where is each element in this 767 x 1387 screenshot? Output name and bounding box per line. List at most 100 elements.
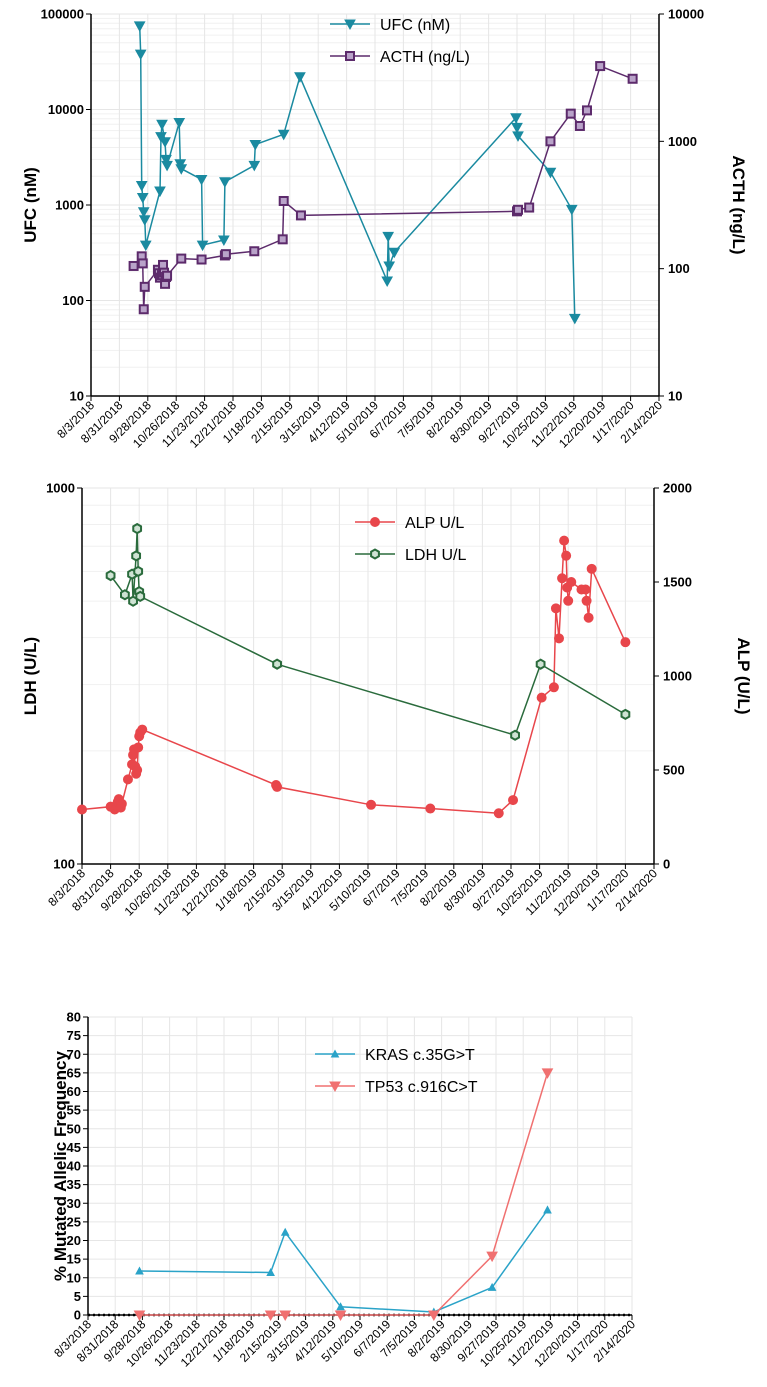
data-point (493, 808, 504, 819)
data-point (135, 590, 146, 603)
legend-label: ACTH (ng/L) (380, 49, 470, 66)
data-point (586, 563, 597, 574)
y-tick-label: 50 (67, 1121, 81, 1136)
series-middle-1 (105, 522, 631, 741)
data-point (294, 72, 306, 83)
legend-entry: UFC (nM) (330, 17, 450, 34)
legend-entry: ALP U/L (355, 515, 464, 532)
data-point (557, 573, 568, 584)
y-axis-title: LDH (U/L) (21, 637, 40, 715)
data-point (138, 304, 149, 315)
y2-axis-title: ACTH (ng/L) (729, 155, 748, 254)
series-middle-0 (77, 535, 631, 819)
legend-label: ALP U/L (405, 515, 464, 532)
data-point (559, 535, 570, 546)
y-tick-label: 10000 (48, 102, 84, 117)
y2-tick-label: 10000 (668, 7, 704, 22)
data-point (580, 584, 591, 595)
series-line (139, 1072, 549, 1316)
legend-marker (344, 19, 356, 31)
data-point (513, 204, 524, 215)
series-line (138, 25, 576, 319)
data-point (561, 550, 572, 561)
data-point (160, 154, 172, 166)
data-point (159, 137, 171, 148)
data-point (382, 231, 395, 243)
y-tick-label: 60 (67, 1084, 81, 1099)
y-tick-label: 10 (67, 1270, 81, 1285)
data-point (139, 240, 152, 252)
y-tick-label: 0 (74, 1308, 81, 1323)
data-point (583, 612, 594, 623)
y-tick-label: 25 (67, 1214, 81, 1229)
data-point (120, 589, 130, 601)
y-tick-label: 80 (67, 1010, 81, 1025)
data-point (132, 765, 143, 775)
y2-tick-label: 1000 (668, 134, 697, 149)
y-tick-label: 45 (67, 1140, 81, 1155)
data-point (128, 260, 139, 271)
y-tick-label: 1000 (55, 198, 84, 213)
data-point (248, 160, 261, 172)
data-point (510, 729, 520, 741)
y-tick-label: 100 (62, 293, 84, 308)
series-bottom-1 (133, 1068, 554, 1322)
data-point (138, 215, 151, 226)
y-tick-label: 10 (70, 389, 84, 404)
y-tick-label: 70 (67, 1047, 81, 1062)
data-point (620, 708, 631, 721)
series-top-0 (133, 21, 581, 325)
legend-label: UFC (nM) (380, 17, 450, 34)
y2-tick-label: 100 (668, 261, 690, 276)
legend-entry: KRAS c.35G>T (315, 1047, 475, 1064)
legend-marker (345, 51, 355, 61)
data-point (161, 160, 173, 172)
y-tick-label: 100000 (41, 7, 84, 22)
data-point (131, 550, 142, 562)
y-axis-title: % Mutated Allelic Frequency (51, 1051, 70, 1281)
data-point (218, 235, 230, 247)
y2-tick-label: 1500 (663, 575, 692, 590)
y-tick-label: 30 (67, 1196, 81, 1211)
data-point (173, 118, 186, 129)
legend-entry: TP53 c.916C>T (315, 1079, 478, 1096)
data-point (627, 73, 638, 84)
data-point (487, 1282, 497, 1291)
y-tick-label: 75 (67, 1028, 81, 1043)
data-point (334, 1310, 347, 1322)
data-point (563, 595, 574, 606)
gridlines (90, 13, 660, 397)
data-point (135, 1266, 144, 1275)
data-point (581, 595, 592, 606)
data-point (381, 276, 394, 288)
legend-label: TP53 c.916C>T (365, 1079, 478, 1096)
data-point (620, 637, 631, 648)
data-point (249, 246, 260, 257)
chart-panel-bottom: 8/3/20188/31/20189/28/201810/26/201811/2… (51, 1010, 638, 1370)
data-point (196, 240, 209, 252)
data-point (220, 249, 231, 260)
legend-label: KRAS c.35G>T (365, 1047, 475, 1064)
legend-entry: LDH U/L (355, 547, 466, 564)
data-point (278, 195, 289, 206)
data-point (139, 281, 150, 292)
data-point (486, 1251, 498, 1263)
y-tick-label: 65 (67, 1065, 81, 1080)
data-point (545, 136, 556, 147)
data-point (77, 804, 87, 815)
data-point (508, 795, 519, 806)
y-tick-label: 20 (67, 1233, 81, 1248)
data-point (134, 49, 147, 61)
data-point (219, 177, 231, 188)
legend-entry: ACTH (ng/L) (330, 49, 470, 66)
series-line (81, 540, 627, 814)
data-point (427, 1310, 440, 1322)
series-top-1 (128, 61, 638, 315)
data-point (566, 577, 577, 587)
data-point (511, 122, 523, 134)
data-point (249, 140, 262, 151)
data-point (122, 774, 133, 785)
data-point (550, 603, 561, 614)
data-point (565, 108, 576, 119)
chart-panel-middle: 8/3/20188/31/20189/28/201810/26/201811/2… (21, 481, 753, 919)
